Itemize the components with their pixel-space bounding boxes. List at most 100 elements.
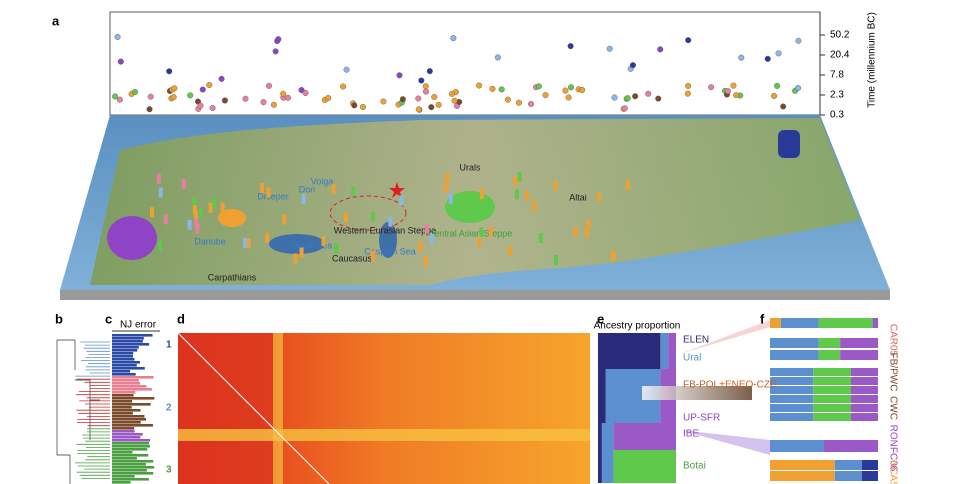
sample-dot: [684, 90, 691, 97]
sample-pillar: [265, 232, 270, 243]
seg: [660, 333, 669, 336]
seg: [605, 396, 661, 399]
seg: [598, 357, 661, 360]
nj-bar: [112, 460, 154, 463]
sample-pillar: [423, 256, 428, 267]
f-seg: [813, 395, 851, 403]
nj-bar: [112, 454, 149, 457]
nj-bar: [112, 436, 141, 439]
seg: [613, 435, 676, 438]
sample-pillar: [351, 186, 356, 197]
sample-dot: [423, 88, 430, 95]
map-label: Don: [299, 184, 316, 194]
sample-dot: [340, 83, 347, 90]
sample-dot: [242, 95, 249, 102]
sample-pillar: [293, 253, 298, 264]
seg: [598, 477, 602, 480]
sample-pillar: [266, 187, 271, 198]
sample-pillar: [418, 241, 423, 252]
nj-bar: [112, 340, 143, 343]
seg: [660, 405, 676, 408]
ancestry-label: IBE: [683, 429, 699, 440]
sample-dot: [448, 90, 455, 97]
sample-dot: [147, 93, 154, 100]
nj-bar: [112, 358, 135, 361]
seg: [598, 456, 602, 459]
seg: [660, 345, 669, 348]
sample-dot: [565, 94, 572, 101]
steppe-outline: [329, 195, 407, 231]
map-label: Urals: [459, 162, 481, 172]
sample-dot: [476, 82, 483, 89]
sample-pillar: [282, 214, 287, 225]
f-seg: [770, 377, 814, 385]
sample-dot: [272, 48, 279, 55]
seg: [598, 417, 606, 420]
seg: [601, 444, 614, 447]
sample-pillar: [195, 223, 200, 234]
cluster-marker: [218, 209, 246, 227]
sample-dot: [116, 96, 123, 103]
heatmap-block: [178, 333, 278, 484]
f-seg: [872, 318, 878, 328]
sample-pillar: [514, 189, 519, 200]
sample-dot: [435, 101, 442, 108]
sample-pillar: [525, 190, 530, 201]
seg: [601, 468, 614, 471]
seg: [613, 471, 676, 474]
nj-bar: [112, 433, 143, 436]
nj-bar: [112, 469, 147, 472]
seg: [605, 378, 661, 381]
seg: [601, 435, 614, 438]
cluster-label: 2: [166, 403, 172, 414]
sample-pillar: [429, 233, 434, 244]
sample-dot: [685, 82, 692, 89]
sample-dot: [197, 102, 204, 109]
f-seg: [851, 386, 878, 394]
sample-pillar: [187, 219, 192, 230]
tree-leaves: [75, 341, 110, 479]
seg: [598, 468, 602, 471]
seg: [660, 399, 676, 402]
seg: [613, 423, 676, 426]
sample-dot: [795, 85, 802, 92]
f-seg: [840, 350, 878, 360]
sample-dot: [209, 105, 216, 112]
seg: [598, 423, 602, 426]
tick-label: 0.3: [830, 110, 844, 121]
sample-pillar: [150, 207, 155, 218]
seg: [660, 354, 669, 357]
f-seg: [813, 377, 851, 385]
seg: [598, 369, 606, 372]
seg: [613, 462, 676, 465]
sample-pillar: [343, 212, 348, 223]
seg: [605, 417, 661, 420]
f-label: CAR05: [887, 324, 898, 357]
sample-dot: [380, 98, 387, 105]
sample-dot: [166, 68, 173, 75]
sample-dot: [451, 97, 458, 104]
nj-bar: [112, 385, 147, 388]
sample-dot: [266, 82, 273, 89]
panel-label: f: [760, 311, 765, 326]
sample-pillar: [517, 171, 522, 182]
cluster-label: 1: [166, 340, 172, 351]
f-seg: [770, 404, 814, 412]
seg: [660, 411, 676, 414]
sample-dot: [399, 96, 406, 103]
nj-bar: [112, 430, 135, 433]
seg: [668, 333, 676, 336]
sample-pillar: [625, 179, 630, 190]
panel-title: Ancestry proportion: [594, 321, 681, 332]
seg: [598, 378, 606, 381]
sample-pillar: [334, 243, 339, 254]
seg: [660, 360, 669, 363]
sample-dot: [260, 99, 267, 106]
time-box: [109, 11, 821, 116]
sample-dot: [579, 87, 586, 94]
sample-dot: [708, 84, 715, 91]
link: [680, 430, 770, 455]
nj-bar: [112, 448, 148, 451]
sample-pillar: [259, 183, 264, 194]
